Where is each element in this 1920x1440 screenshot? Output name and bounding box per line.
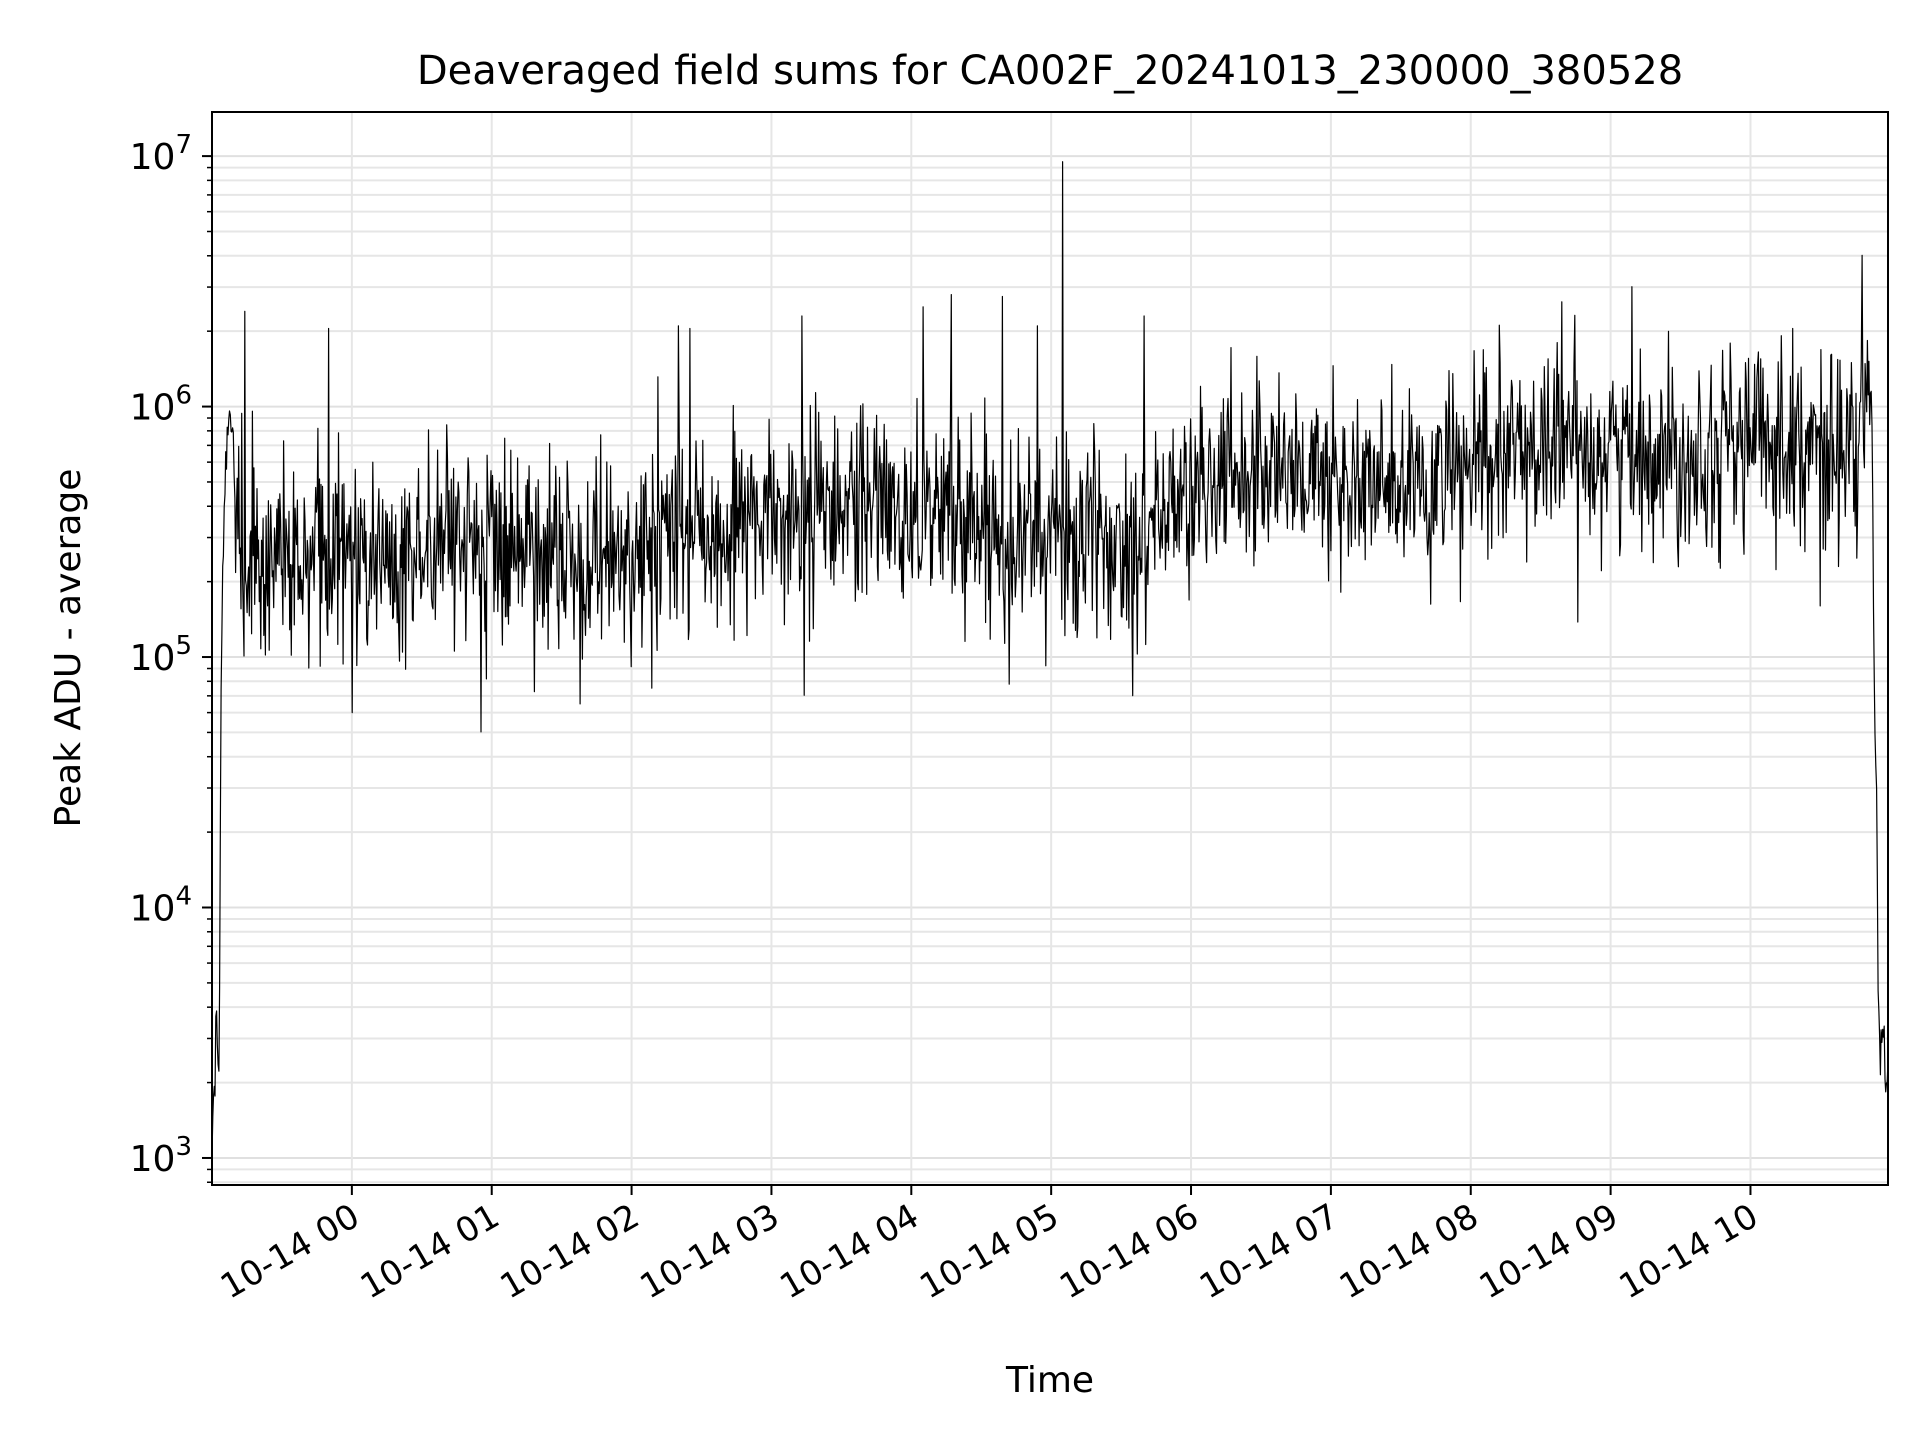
x-axis-label: Time	[1005, 1360, 1094, 1401]
y-tick-label: 103	[130, 1132, 192, 1180]
y-axis: 103 104 105 106 107	[130, 130, 212, 1183]
plot-area	[212, 161, 1888, 1157]
y-tick-label: 107	[130, 130, 192, 178]
y-axis-label: Peak ADU - average	[48, 469, 89, 828]
y-tick-label: 104	[130, 882, 192, 930]
y-tick-label: 106	[130, 381, 192, 429]
y-tick-label: 105	[130, 631, 192, 679]
chart-title: Deaveraged field sums for CA002F_2024101…	[417, 48, 1683, 94]
plot-frame	[211, 111, 1889, 1186]
series-line	[212, 161, 1888, 1157]
grid-major	[212, 112, 1888, 1185]
